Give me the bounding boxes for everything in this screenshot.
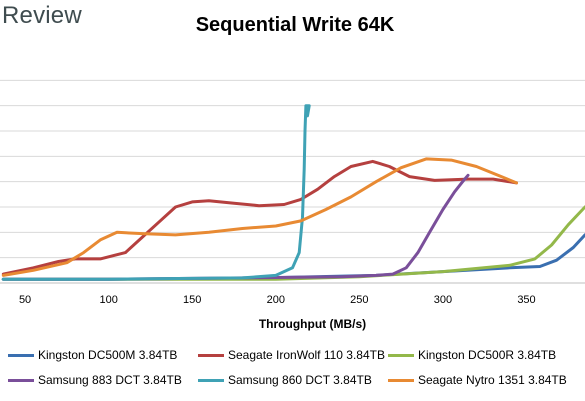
- series-line-1: [1, 233, 585, 281]
- legend-item: Seagate IronWolf 110 3.84TB: [198, 348, 388, 362]
- legend-swatch: [8, 378, 34, 382]
- x-tick-label: 100: [99, 294, 117, 306]
- legend-swatch: [198, 353, 224, 357]
- legend-swatch: [388, 378, 414, 382]
- legend-label: Seagate IronWolf 110 3.84TB: [228, 348, 385, 362]
- x-tick-label: 250: [350, 294, 368, 306]
- chart-title: Sequential Write 64K: [195, 14, 395, 36]
- legend-item: Samsung 883 DCT 3.84TB: [8, 373, 198, 387]
- series-line-4: [1, 173, 470, 281]
- legend-swatch: [388, 353, 414, 357]
- brand-logo-text: Review: [2, 2, 82, 29]
- legend-swatch: [8, 353, 34, 357]
- legend-item: Kingston DC500R 3.84TB: [388, 348, 578, 362]
- x-tick-label: 200: [267, 294, 285, 306]
- series-line-6: [1, 157, 518, 277]
- series-line-5: [1, 104, 311, 281]
- series-line-2: [1, 159, 518, 276]
- x-tick-label: 50: [19, 294, 31, 306]
- x-tick-label: 300: [434, 294, 452, 306]
- legend-label: Samsung 883 DCT 3.84TB: [38, 373, 182, 387]
- legend-item: Kingston DC500M 3.84TB: [8, 348, 198, 362]
- x-tick-label: 150: [183, 294, 201, 306]
- legend-label: Samsung 860 DCT 3.84TB: [228, 373, 372, 387]
- legend-item: Seagate Nytro 1351 3.84TB: [388, 373, 578, 387]
- legend-item: Samsung 860 DCT 3.84TB: [198, 373, 388, 387]
- legend-label: Kingston DC500M 3.84TB: [38, 348, 178, 362]
- chart-legend: Kingston DC500M 3.84TB Seagate IronWolf 1…: [8, 348, 585, 387]
- x-axis-label: Throughput (MB/s): [259, 317, 366, 331]
- x-tick-label: 350: [517, 294, 535, 306]
- chart-plot: 50 100 150 200 250 300 350 Throughput (MB/s): [0, 79, 585, 331]
- legend-label: Kingston DC500R 3.84TB: [418, 348, 557, 362]
- legend-swatch: [198, 378, 224, 382]
- legend-label: Seagate Nytro 1351 3.84TB: [418, 373, 567, 387]
